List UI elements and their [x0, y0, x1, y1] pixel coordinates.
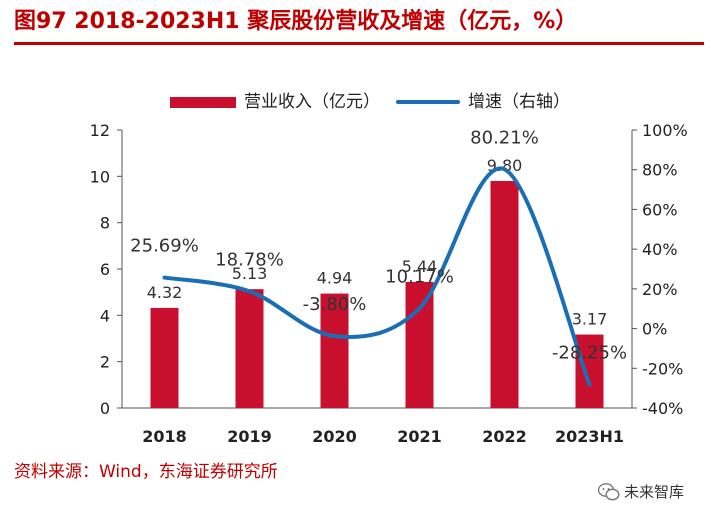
revenue-value-label: 4.94	[317, 269, 353, 288]
wechat-icon	[598, 483, 620, 501]
revenue-value-label: 3.17	[572, 310, 608, 329]
revenue-bar	[150, 307, 179, 408]
growth-rate-label: 10.17%	[385, 266, 454, 287]
revenue-value-label: 5.44	[402, 257, 438, 276]
revenue-value-label: 5.13	[232, 264, 268, 283]
right-tick-label: 60%	[642, 200, 678, 219]
x-tick-label: 2022	[482, 427, 527, 446]
watermark: 未来智库	[598, 478, 716, 506]
watermark-text: 未来智库	[624, 483, 685, 501]
revenue-bar	[320, 293, 349, 408]
x-tick-label: 2021	[397, 427, 442, 446]
title-divider	[14, 42, 704, 45]
growth-rate-label: 25.69%	[130, 236, 199, 257]
x-tick-label: 2018	[142, 427, 187, 446]
left-tick-label: 12	[90, 121, 110, 140]
revenue-bar	[490, 180, 519, 408]
right-tick-label: 40%	[642, 240, 678, 259]
x-tick-label: 2020	[312, 427, 357, 446]
left-tick-label: 8	[100, 214, 110, 233]
right-tick-label: 100%	[642, 121, 688, 140]
growth-rate-label: 18.78%	[215, 249, 284, 270]
left-tick-label: 10	[90, 167, 110, 186]
right-tick-label: 20%	[642, 280, 678, 299]
x-tick-label: 2019	[227, 427, 272, 446]
revenue-bar	[235, 289, 264, 408]
growth-rate-label: -28.25%	[552, 343, 627, 364]
page-title: 图97 2018-2023H1 聚辰股份营收及增速（亿元，%）	[14, 9, 578, 34]
left-tick-label: 2	[100, 353, 110, 372]
left-tick-label: 4	[100, 306, 110, 325]
legend-bar-label: 营业收入（亿元）	[244, 92, 380, 112]
source-note: 资料来源：Wind，东海证券研究所	[14, 462, 278, 482]
right-tick-label: -20%	[642, 359, 683, 378]
left-tick-label: 0	[100, 399, 110, 418]
growth-rate-label: 80.21%	[470, 127, 539, 148]
growth-rate-line	[162, 166, 592, 387]
revenue-bar	[575, 334, 604, 408]
right-tick-label: -40%	[642, 399, 683, 418]
legend-line-swatch	[396, 100, 460, 104]
right-tick-label: 0%	[642, 320, 667, 339]
left-tick-label: 6	[100, 260, 110, 279]
chart-legend: 营业收入（亿元） 增速（右轴）	[0, 90, 716, 114]
revenue-value-label: 4.32	[147, 283, 183, 302]
right-tick-label: 80%	[642, 161, 678, 180]
growth-rate-label: -3.80%	[303, 294, 367, 315]
x-tick-label: 2023H1	[555, 427, 624, 446]
revenue-bar	[405, 281, 434, 408]
legend-bar-swatch	[170, 97, 236, 108]
legend-line-label: 增速（右轴）	[468, 92, 570, 112]
